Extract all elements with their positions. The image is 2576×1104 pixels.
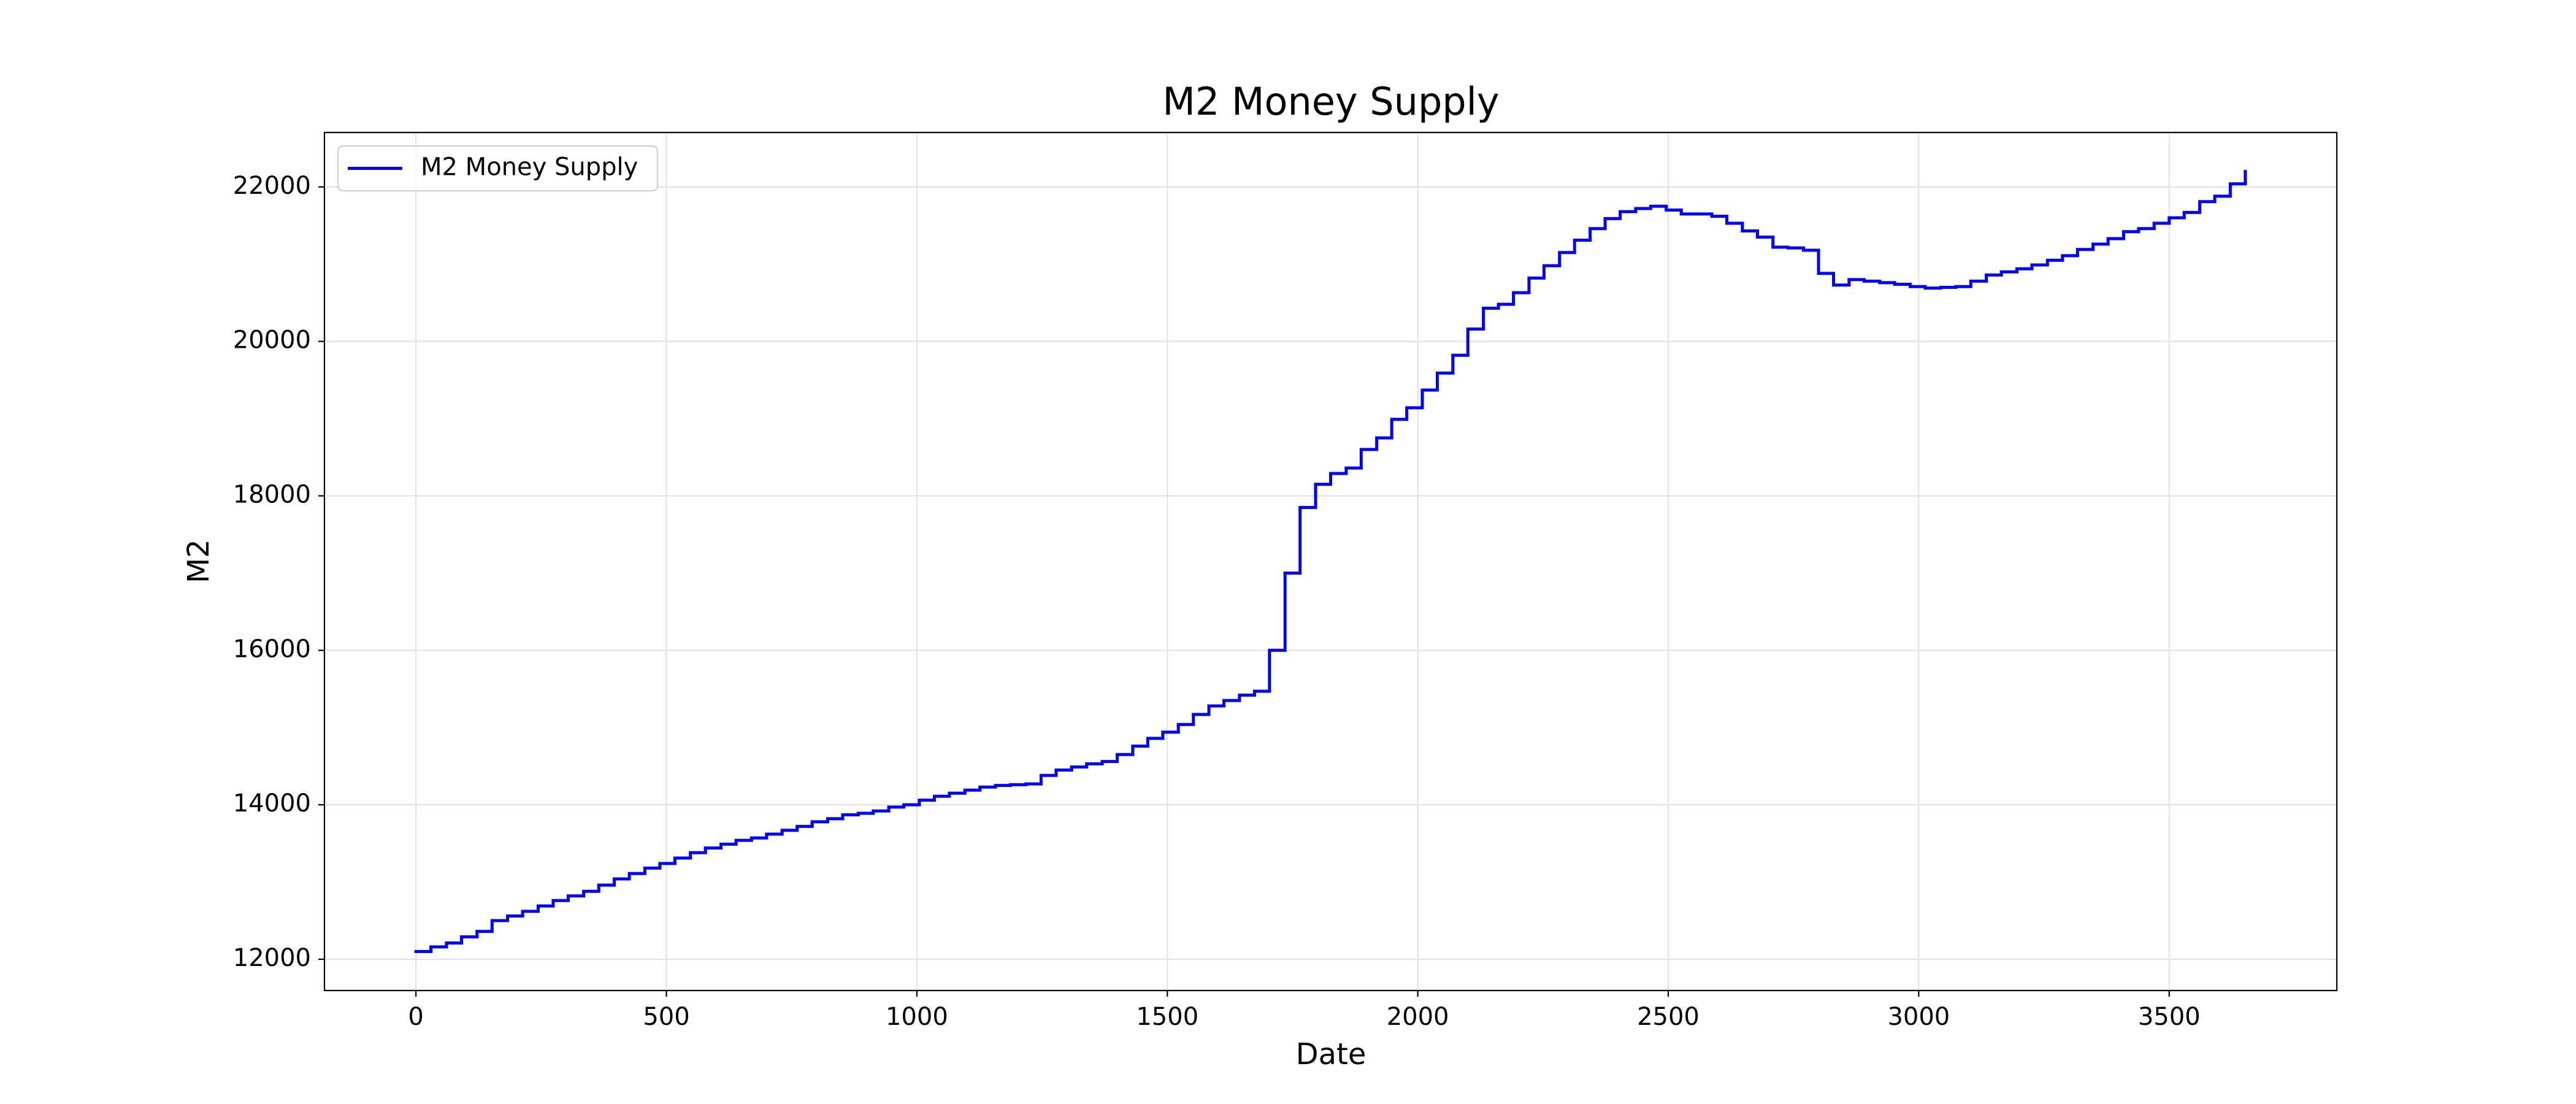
x-axis-label: Date xyxy=(1296,1037,1367,1071)
x-tick-label: 0 xyxy=(408,1003,423,1031)
x-tick-label: 1000 xyxy=(886,1003,948,1031)
y-tick-label: 12000 xyxy=(233,944,311,972)
x-tick-label: 2500 xyxy=(1637,1003,1700,1031)
x-tick-label: 3000 xyxy=(1887,1003,1950,1031)
y-tick-label: 20000 xyxy=(233,326,311,355)
plot-frame xyxy=(323,131,2338,992)
y-tick-label: 16000 xyxy=(233,635,311,663)
x-tick-label: 1500 xyxy=(1136,1003,1198,1031)
y-tick-label: 14000 xyxy=(233,789,311,818)
chart-title: M2 Money Supply xyxy=(1162,79,1499,124)
legend-label: M2 Money Supply xyxy=(421,153,638,182)
legend-box xyxy=(337,145,659,192)
x-tick-label: 2000 xyxy=(1387,1003,1449,1031)
x-tick-label: 500 xyxy=(643,1003,689,1031)
y-tick-label: 18000 xyxy=(233,480,311,508)
y-axis-label: M2 xyxy=(182,539,216,583)
y-tick-label: 22000 xyxy=(233,172,311,200)
x-tick-label: 3500 xyxy=(2138,1003,2201,1031)
